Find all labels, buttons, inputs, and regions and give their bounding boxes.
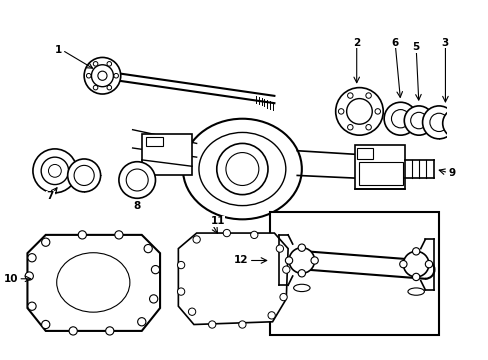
Polygon shape <box>178 233 287 324</box>
Bar <box>359 162 403 185</box>
Circle shape <box>114 73 118 78</box>
Circle shape <box>425 261 432 268</box>
Circle shape <box>84 58 121 94</box>
Circle shape <box>310 257 318 264</box>
Circle shape <box>69 327 77 335</box>
Circle shape <box>126 169 148 191</box>
Circle shape <box>193 236 200 243</box>
Circle shape <box>276 245 283 252</box>
Circle shape <box>208 321 215 328</box>
Ellipse shape <box>199 132 285 206</box>
Bar <box>146 137 163 146</box>
Text: 5: 5 <box>412 42 419 52</box>
Text: 10: 10 <box>4 274 18 284</box>
Circle shape <box>107 85 111 90</box>
Circle shape <box>151 266 159 274</box>
Circle shape <box>115 231 123 239</box>
Circle shape <box>188 308 195 315</box>
Circle shape <box>107 62 111 66</box>
Circle shape <box>442 109 471 138</box>
Circle shape <box>448 115 465 131</box>
Circle shape <box>335 87 383 135</box>
Circle shape <box>250 231 257 239</box>
Circle shape <box>374 109 380 114</box>
Circle shape <box>93 85 98 90</box>
Ellipse shape <box>407 288 424 295</box>
Circle shape <box>365 125 370 130</box>
Circle shape <box>267 312 275 319</box>
Text: 6: 6 <box>391 38 398 48</box>
Circle shape <box>223 229 230 237</box>
Circle shape <box>298 270 305 277</box>
Ellipse shape <box>183 119 301 219</box>
Circle shape <box>288 248 314 273</box>
Text: 7: 7 <box>46 192 54 202</box>
Circle shape <box>412 248 419 255</box>
Text: 9: 9 <box>447 168 454 178</box>
Circle shape <box>28 254 36 262</box>
Circle shape <box>98 71 107 80</box>
Circle shape <box>391 109 409 128</box>
Circle shape <box>177 288 184 295</box>
Circle shape <box>338 109 343 114</box>
Circle shape <box>144 244 152 253</box>
Text: 11: 11 <box>210 216 224 226</box>
Ellipse shape <box>57 253 130 312</box>
Circle shape <box>41 320 50 329</box>
Circle shape <box>93 62 98 66</box>
Circle shape <box>86 73 91 78</box>
Circle shape <box>399 261 406 268</box>
Bar <box>269 212 438 336</box>
Circle shape <box>347 125 352 130</box>
Circle shape <box>149 295 158 303</box>
Circle shape <box>67 159 101 192</box>
Circle shape <box>365 93 370 98</box>
Circle shape <box>410 112 427 129</box>
Circle shape <box>279 293 286 301</box>
Circle shape <box>91 65 113 87</box>
Circle shape <box>28 302 36 310</box>
Circle shape <box>238 321 245 328</box>
Circle shape <box>105 327 114 335</box>
Text: 2: 2 <box>352 38 360 48</box>
Bar <box>354 145 405 189</box>
Circle shape <box>25 272 33 280</box>
Circle shape <box>412 273 419 280</box>
Ellipse shape <box>293 284 309 292</box>
Circle shape <box>225 153 258 185</box>
Text: 3: 3 <box>441 38 448 48</box>
Circle shape <box>285 257 292 264</box>
Circle shape <box>119 162 155 198</box>
Circle shape <box>33 149 77 193</box>
Circle shape <box>298 244 305 251</box>
Text: 12: 12 <box>234 256 248 265</box>
Text: 8: 8 <box>133 201 141 211</box>
Circle shape <box>78 231 86 239</box>
Bar <box>142 134 192 175</box>
Circle shape <box>429 113 447 131</box>
Circle shape <box>282 266 289 273</box>
Circle shape <box>216 143 267 195</box>
Circle shape <box>347 93 352 98</box>
Circle shape <box>403 251 428 277</box>
Text: 1: 1 <box>55 45 62 55</box>
Circle shape <box>177 261 184 269</box>
Circle shape <box>48 165 61 177</box>
Circle shape <box>404 106 433 135</box>
Circle shape <box>422 106 454 139</box>
Circle shape <box>41 157 68 185</box>
Circle shape <box>41 238 50 246</box>
Circle shape <box>384 102 416 135</box>
Circle shape <box>138 318 145 326</box>
Circle shape <box>346 99 371 124</box>
Bar <box>356 148 372 159</box>
Polygon shape <box>27 235 160 331</box>
Circle shape <box>74 165 94 185</box>
